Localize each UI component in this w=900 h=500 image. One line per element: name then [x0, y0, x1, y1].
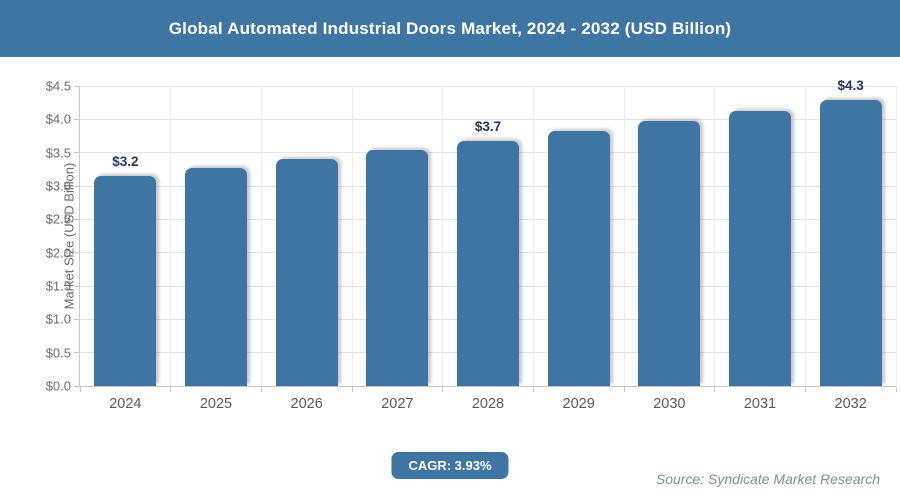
v-gridline — [532, 86, 534, 386]
y-tick-mark — [74, 285, 79, 287]
x-tick-mark — [170, 387, 172, 392]
x-axis-label: 2025 — [199, 396, 233, 412]
source-credit: Source: Syndicate Market Research — [655, 471, 880, 487]
y-tick-label: $4.5 — [45, 78, 71, 94]
y-tick-mark — [74, 352, 79, 354]
chart-title: Global Automated Industrial Doors Market… — [168, 18, 732, 38]
y-tick-label: $0.5 — [45, 345, 71, 361]
y-tick-label: $1.0 — [45, 311, 71, 327]
bar — [819, 100, 882, 386]
bar — [275, 159, 338, 386]
x-axis-label: 2032 — [834, 396, 867, 412]
y-tick-mark — [74, 85, 79, 87]
y-tick-label: $3.0 — [45, 178, 71, 194]
bar-chart: Market Size (USD Billion) $0.0 $0.5 $1.0 $1… — [0, 57, 900, 442]
x-axis-label: 2026 — [290, 396, 323, 412]
x-axis-label: 2029 — [562, 396, 595, 412]
h-gridline — [80, 118, 896, 120]
x-tick-mark — [623, 387, 625, 392]
y-tick-mark — [74, 118, 79, 120]
x-tick-mark — [895, 387, 897, 392]
v-gridline — [714, 86, 716, 386]
bar-value-label: $4.3 — [837, 78, 864, 93]
y-tick-label: $2.5 — [45, 211, 71, 227]
bar — [366, 150, 429, 386]
x-tick-mark — [442, 387, 444, 392]
y-tick-mark — [74, 385, 79, 387]
y-tick-label: $0.0 — [45, 378, 71, 394]
y-tick-mark — [74, 318, 79, 320]
bar — [729, 111, 791, 386]
h-gridline — [80, 85, 896, 87]
v-gridline — [895, 86, 897, 386]
v-gridline — [442, 86, 444, 386]
v-gridline — [170, 86, 172, 386]
y-tick-label: $3.5 — [45, 145, 71, 161]
y-tick-mark — [74, 185, 79, 187]
x-axis-label: 2024 — [109, 396, 142, 412]
bar — [547, 131, 610, 386]
y-tick-mark — [74, 252, 79, 254]
bar — [638, 121, 701, 386]
bar — [94, 176, 157, 386]
bar-value-label: $3.7 — [474, 119, 502, 135]
v-gridline — [351, 86, 353, 386]
v-gridline — [623, 86, 625, 386]
y-tick-mark — [74, 218, 79, 220]
bar — [185, 168, 247, 386]
x-axis-label: 2030 — [653, 396, 686, 412]
v-gridline — [804, 86, 806, 386]
y-tick-label: $1.5 — [45, 278, 71, 294]
x-tick-mark — [79, 387, 81, 392]
y-tick-label: $2.0 — [45, 245, 71, 261]
x-axis-label: 2027 — [381, 396, 414, 412]
x-axis-label: 2028 — [471, 396, 505, 412]
chart-title-banner: Global Automated Industrial Doors Market… — [0, 0, 900, 57]
x-tick-mark — [532, 387, 534, 392]
bar-value-label: $3.2 — [112, 154, 139, 169]
plot-area: Market Size (USD Billion) $0.0 $0.5 $1.0 $1… — [46, 78, 897, 412]
v-gridline — [260, 86, 262, 386]
cagr-badge: CAGR: 3.93% — [391, 452, 509, 479]
x-tick-mark — [804, 387, 806, 392]
y-tick-mark — [74, 152, 79, 154]
x-axis-label: 2031 — [743, 396, 777, 412]
y-tick-label: $4.0 — [45, 111, 71, 127]
x-tick-mark — [714, 387, 716, 392]
x-tick-mark — [260, 387, 262, 392]
bar — [457, 141, 519, 386]
x-tick-mark — [351, 387, 353, 392]
